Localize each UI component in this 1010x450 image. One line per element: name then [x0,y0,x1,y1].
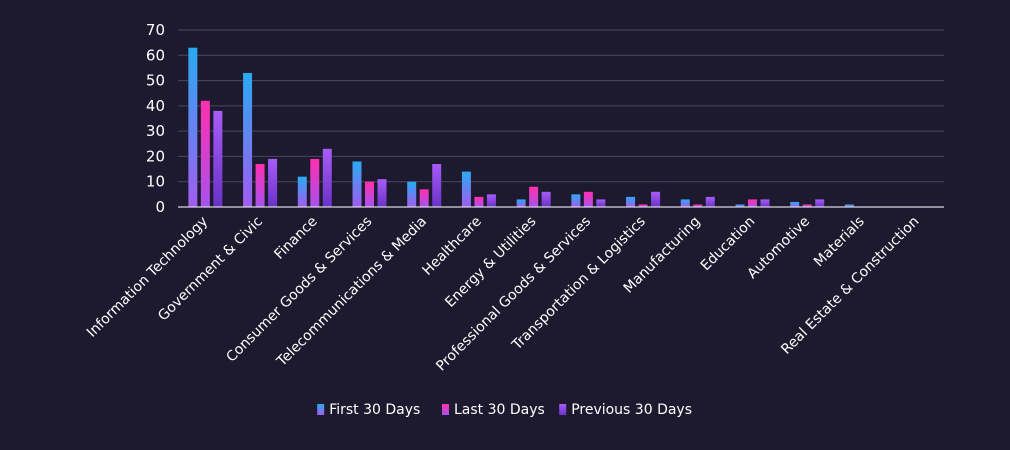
bar-last-30-days-6 [529,186,539,207]
gridlines [178,29,944,183]
bar-last-30-days-3 [365,181,374,207]
legend-swatch [559,404,567,415]
legend-label: Last 30 Days [454,402,545,418]
x-tick-label: Government & Civic [155,214,266,325]
bar-first-30-days-1 [243,72,253,207]
legend-item[interactable]: First 30 Days [317,402,420,418]
legend-item[interactable]: Previous 30 Days [559,402,692,418]
bar-first-30-days-12 [844,204,854,207]
legend-label: Previous 30 Days [571,402,692,418]
bar-first-30-days-8 [626,196,636,207]
bar-last-30-days-5 [474,196,484,207]
bar-previous-30-days-6 [541,191,551,207]
bar-last-30-days-9 [693,204,703,207]
x-tick-label: Materials [811,214,868,271]
y-tick-label: 60 [146,46,165,64]
bar-first-30-days-6 [516,199,526,207]
x-tick-label: Energy & Utilities [442,214,539,311]
bar-first-30-days-2 [297,176,307,207]
y-tick-label: 0 [155,198,165,216]
legend: First 30 Days Last 30 Days Previous 30 Day… [317,402,692,418]
bars [188,47,854,208]
bar-last-30-days-11 [802,204,812,207]
bar-first-30-days-10 [735,204,745,207]
bar-last-30-days-8 [638,204,648,207]
bar-last-30-days-4 [419,189,429,207]
bar-last-30-days-2 [310,158,320,207]
bar-first-30-days-9 [680,199,690,207]
y-tick-label: 30 [146,122,165,140]
bar-previous-30-days-1 [268,158,278,207]
bar-first-30-days-5 [461,171,471,207]
bar-last-30-days-0 [200,100,210,207]
bar-previous-30-days-11 [815,199,825,207]
y-tick-label: 10 [146,173,165,191]
bar-previous-30-days-9 [705,196,715,207]
bar-last-30-days-7 [583,191,593,207]
legend-swatch [442,404,449,415]
bar-first-30-days-3 [352,161,362,207]
y-tick-label: 20 [146,147,165,165]
bar-previous-30-days-2 [322,148,332,207]
bar-previous-30-days-5 [486,194,496,207]
bar-previous-30-days-4 [432,164,442,207]
legend-label: First 30 Days [329,402,420,418]
y-axis-ticks: 0 10 20 30 40 50 60 70 [146,21,165,216]
bar-last-30-days-10 [748,199,757,207]
bar-previous-30-days-7 [596,199,606,207]
legend-swatch [317,404,325,415]
bar-previous-30-days-0 [213,110,223,207]
y-tick-label: 50 [146,72,165,90]
bar-previous-30-days-3 [377,179,387,207]
bar-first-30-days-7 [571,194,581,207]
bar-first-30-days-0 [188,47,198,208]
legend-item[interactable]: Last 30 Days [442,402,545,418]
bar-first-30-days-4 [407,181,417,207]
bar-previous-30-days-8 [651,191,661,207]
x-tick-label: Finance [271,214,320,263]
y-tick-label: 40 [146,97,165,115]
bar-previous-30-days-10 [760,199,770,207]
bar-last-30-days-1 [255,164,265,207]
y-tick-label: 70 [146,21,165,39]
bar-first-30-days-11 [790,201,800,207]
